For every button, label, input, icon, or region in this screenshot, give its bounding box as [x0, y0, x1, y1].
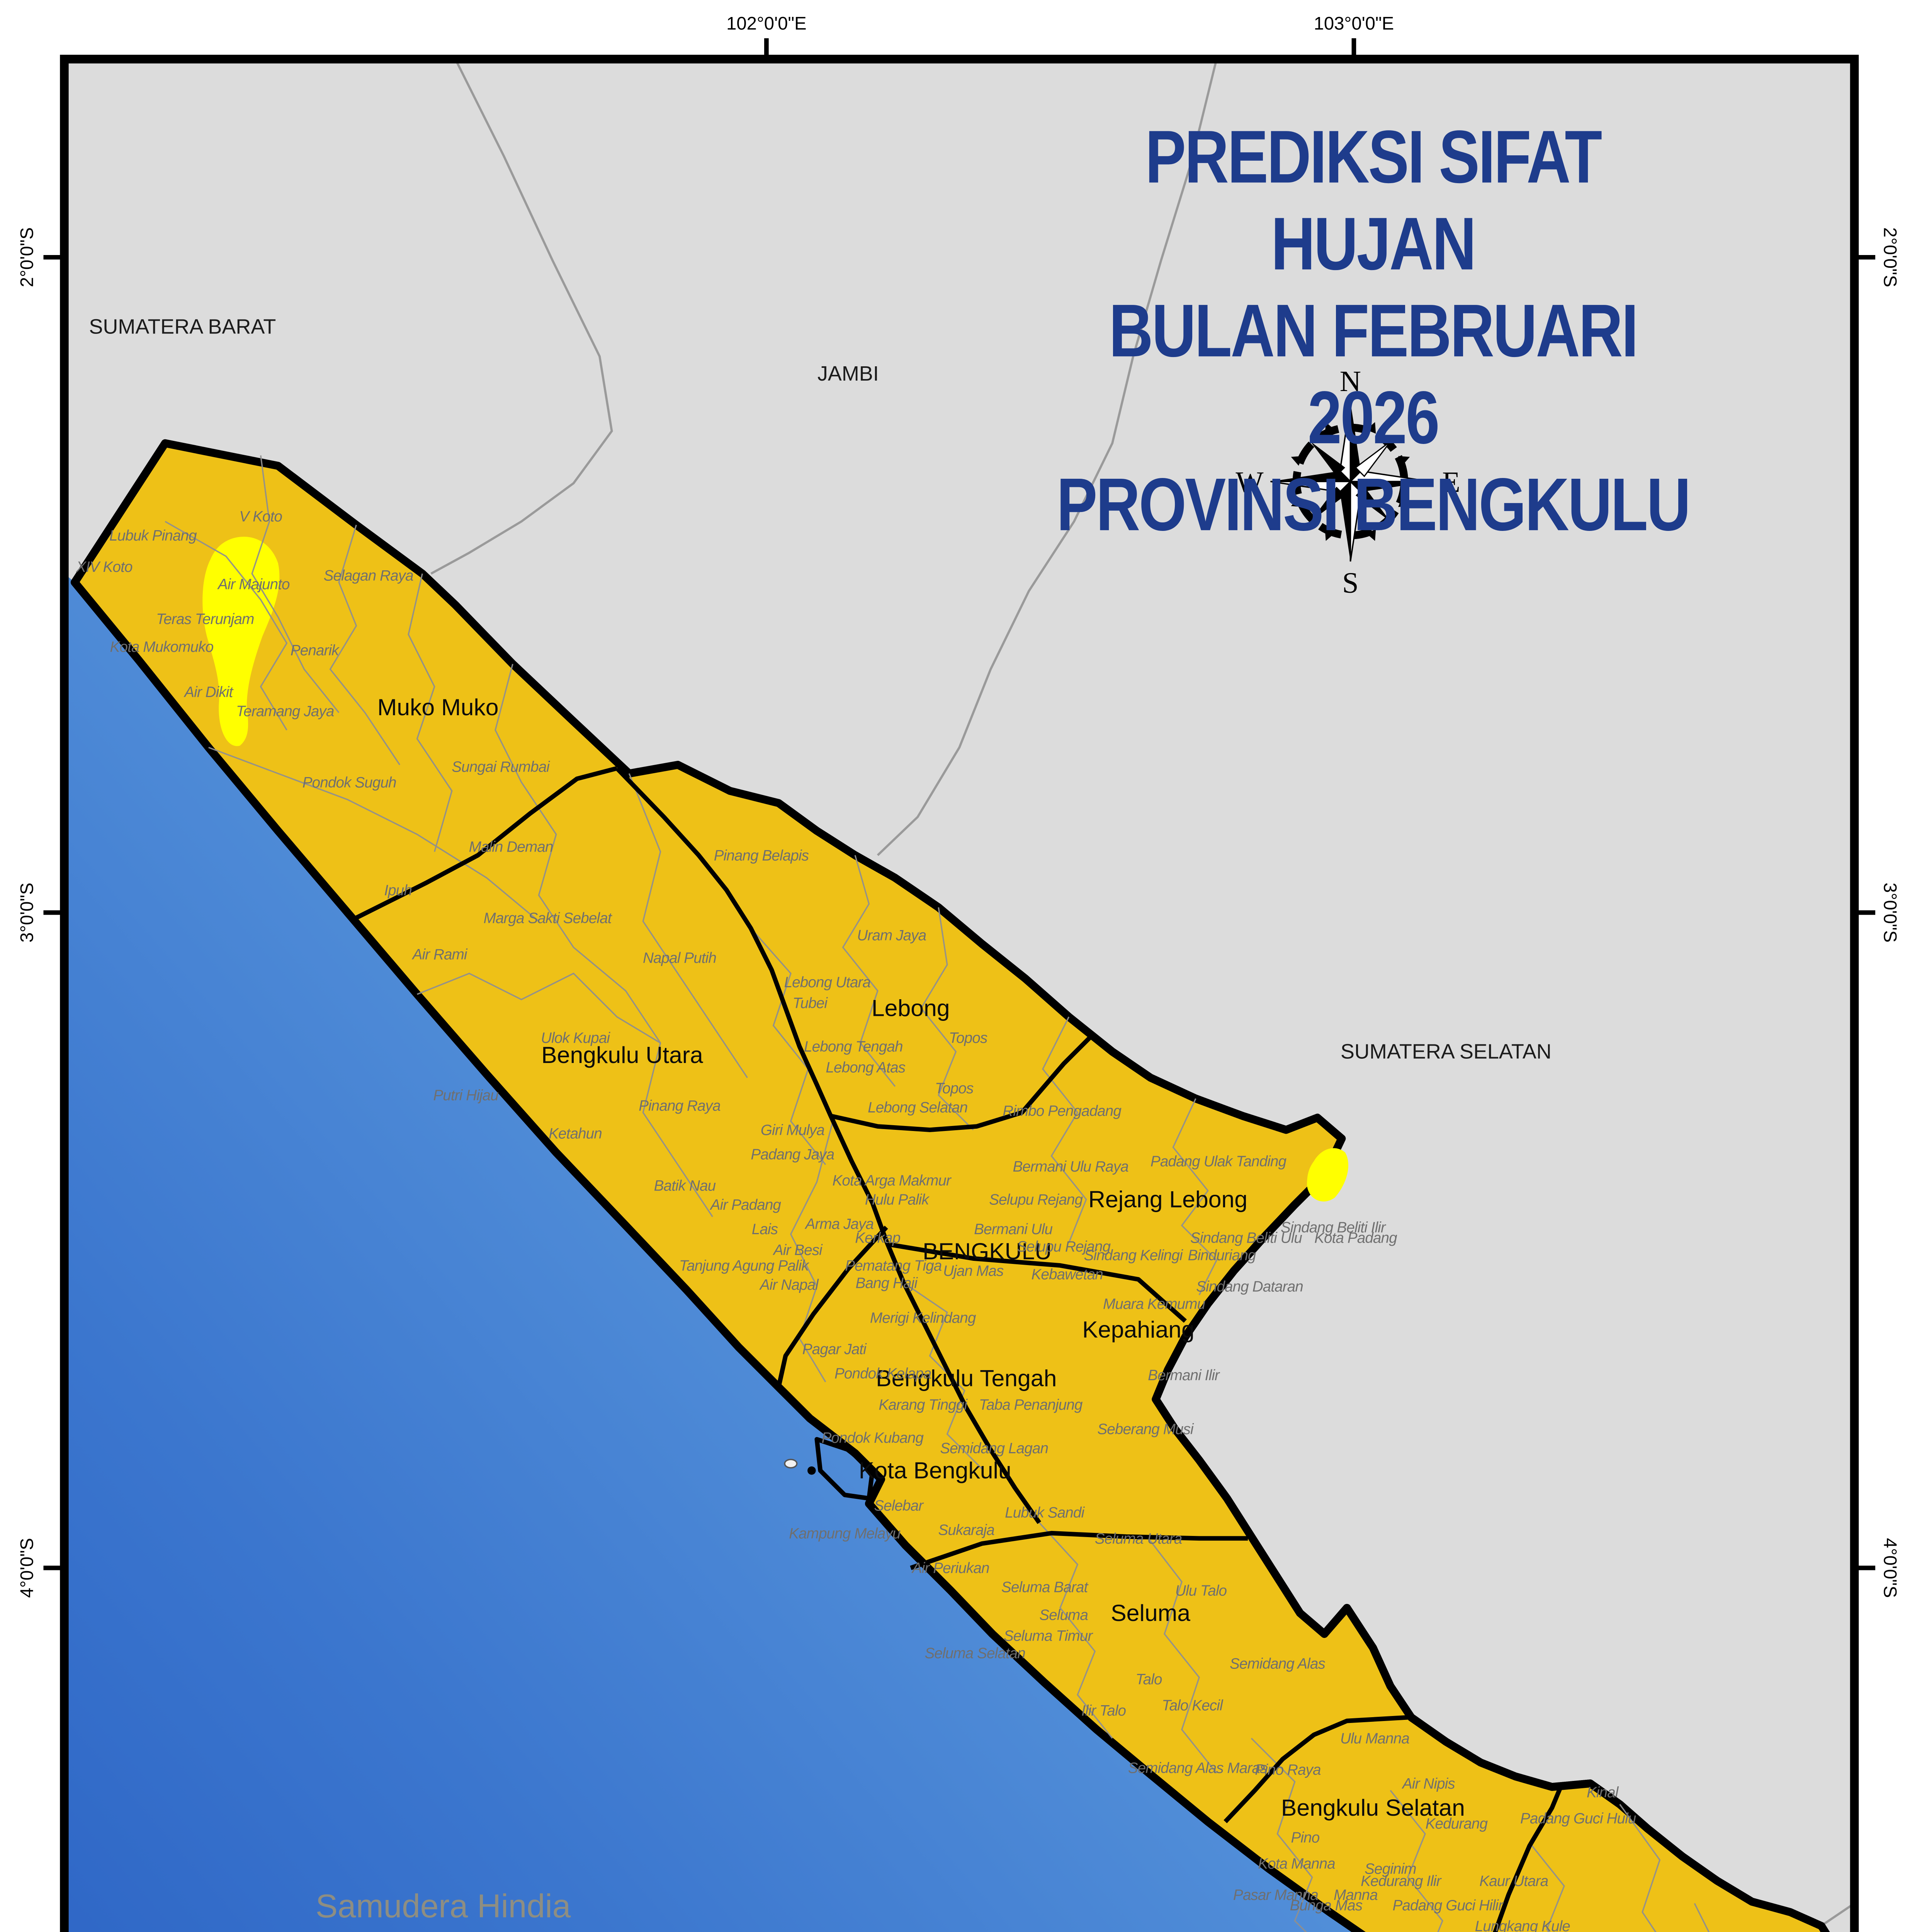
compass-n: N: [1340, 365, 1361, 398]
map-title: PREDIKSI SIFAT HUJAN BULAN FEBRUARI 2026…: [1055, 115, 1691, 549]
border-sumbar-jambi: [430, 59, 613, 575]
normal-patch-mukomuko: [202, 537, 280, 746]
title-line2: BULAN FEBRUARI 2026: [1109, 290, 1638, 461]
normal-patch-rejang: [1307, 1148, 1348, 1202]
subdistrict-borders: [165, 455, 1710, 1932]
compass-w: W: [1236, 466, 1264, 498]
city-dot-kota-bengkulu: [807, 1466, 816, 1475]
ocean-indian: [64, 573, 1359, 1932]
border-jambi-sumsel: [877, 59, 1218, 856]
axis-ticks: [43, 38, 1875, 1570]
title-line3: PROVINSI BENGKULU: [1056, 464, 1691, 548]
compass-rose: N E S W: [1236, 365, 1460, 599]
compass-s: S: [1342, 566, 1359, 599]
title-line1: PREDIKSI SIFAT HUJAN: [1145, 116, 1602, 287]
coastal-islet: [784, 1459, 798, 1469]
regency-borders: [355, 766, 1563, 1932]
compass-e: E: [1442, 466, 1460, 498]
map-frame: [60, 54, 1859, 1932]
